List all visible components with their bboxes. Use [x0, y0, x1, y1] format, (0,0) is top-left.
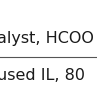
Text: used IL, 80: used IL, 80	[0, 68, 85, 84]
Text: alyst, HCOO: alyst, HCOO	[0, 30, 94, 45]
